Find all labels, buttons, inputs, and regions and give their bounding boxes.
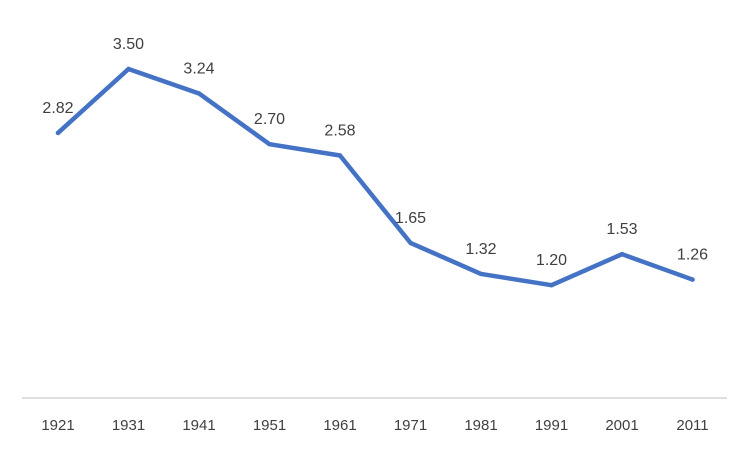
x-tick-label-1941: 1941: [182, 417, 215, 434]
data-label-2001: 1.53: [606, 221, 637, 238]
x-tick-label-1931: 1931: [112, 417, 145, 434]
data-point-1991: [549, 283, 554, 288]
data-point-1931: [126, 66, 131, 72]
data-point-1951: [267, 142, 272, 147]
x-tick-label-1971: 1971: [394, 417, 427, 434]
x-tick-label-2001: 2001: [605, 417, 638, 434]
data-labels-group: 2.82 3.50 3.24 2.70 2.58 1.65 1.32 1.20 1.53 1.26: [42, 36, 708, 269]
data-label-2011: 1.26: [677, 247, 708, 264]
data-point-1961: [337, 153, 343, 158]
points-group: [55, 66, 695, 288]
data-point-1971: [408, 240, 413, 246]
data-point-1921: [55, 130, 61, 136]
data-label-1931: 3.50: [113, 36, 144, 53]
data-label-1961: 2.58: [324, 122, 355, 139]
data-point-1981: [478, 271, 484, 277]
x-tick-label-1981: 1981: [464, 417, 497, 434]
data-point-1941: [196, 91, 202, 96]
x-tick-label-1961: 1961: [323, 417, 356, 434]
data-label-1971: 1.65: [395, 210, 426, 227]
data-label-1981: 1.32: [465, 241, 496, 258]
data-point-2011: [690, 277, 695, 282]
series-group: [55, 66, 695, 288]
data-label-1941: 3.24: [183, 60, 214, 77]
x-tick-labels-group: 1921 1931 1941 1951 1961 1971 1981 1991 2001 2011: [41, 417, 708, 434]
data-label-1951: 2.70: [254, 111, 285, 128]
x-tick-label-2011: 2011: [676, 417, 708, 434]
data-label-1991: 1.20: [536, 252, 567, 269]
x-tick-label-1951: 1951: [253, 417, 286, 434]
data-point-2001: [619, 251, 625, 257]
series-line: [55, 66, 695, 288]
x-tick-label-1991: 1991: [535, 417, 568, 434]
data-label-1921: 2.82: [42, 100, 73, 117]
x-tick-label-1921: 1921: [41, 417, 74, 434]
